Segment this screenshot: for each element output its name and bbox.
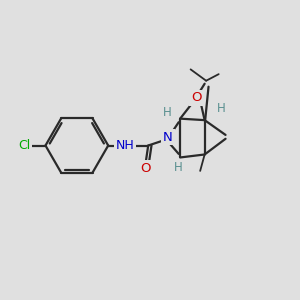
Text: H: H [217,102,225,115]
Text: Cl: Cl [19,139,31,152]
Text: H: H [163,106,172,119]
Text: NH: NH [116,139,134,152]
Text: N: N [163,131,173,144]
Text: O: O [191,91,202,104]
Text: O: O [141,162,151,175]
Text: H: H [173,161,182,174]
